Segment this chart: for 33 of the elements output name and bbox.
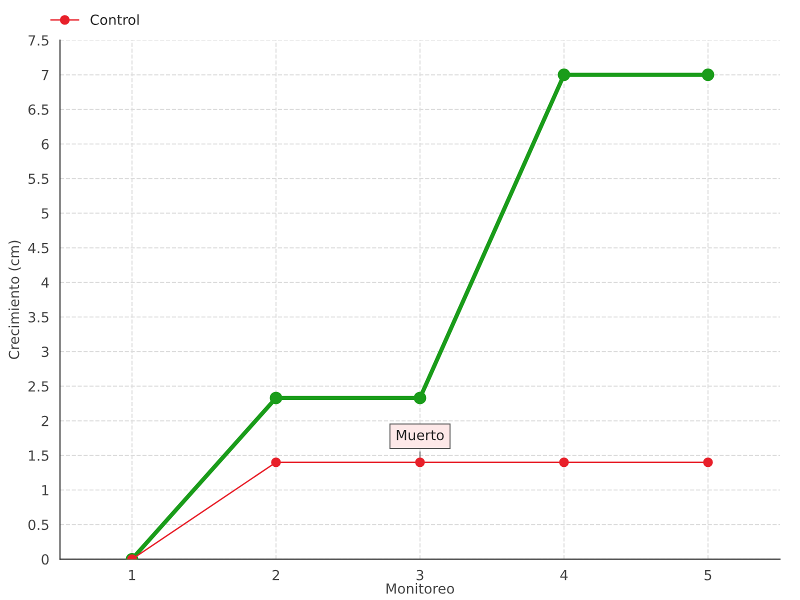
- y-tick-label: 5: [42, 208, 48, 219]
- point: [558, 68, 570, 82]
- y-tick-label: 3: [42, 346, 48, 358]
- point: [415, 457, 425, 468]
- point: [702, 68, 714, 82]
- y-tick-label: 4: [41, 278, 49, 288]
- y-tick-label: 5.5: [28, 174, 48, 184]
- x-axis-title: Monitoreo: [386, 583, 454, 594]
- point: [271, 457, 281, 468]
- x-tick-label: 1: [129, 570, 136, 580]
- y-tick-label: 4.5: [28, 242, 48, 254]
- y-tick-label: 6: [42, 138, 49, 150]
- y-tick-label: 1: [42, 485, 48, 496]
- x-tick-label: 5: [704, 570, 712, 580]
- point: [414, 392, 426, 404]
- y-axis-title: Crecimiento (cm): [8, 240, 21, 360]
- x-tick-label: 4: [560, 570, 568, 580]
- point: [559, 457, 569, 468]
- y-tick-label: 1.5: [29, 450, 48, 461]
- y-tick-label: 7.5: [28, 35, 48, 46]
- y-tick-label: 0.5: [28, 520, 48, 530]
- annotation: Muerto: [396, 430, 444, 440]
- legend-label: Control: [90, 14, 139, 26]
- y-tick-label: 2: [42, 416, 48, 426]
- point: [270, 392, 282, 404]
- x-tick-label: 2: [272, 570, 280, 580]
- y-tick-label: 0: [42, 554, 49, 565]
- y-tick-label: 2.5: [28, 381, 48, 392]
- y-tick-label: 6.5: [28, 104, 48, 115]
- y-tick-label: 3.5: [28, 312, 48, 322]
- y-tick-label: 7: [42, 70, 48, 80]
- point: [703, 457, 713, 468]
- x-tick-label: 3: [416, 570, 424, 580]
